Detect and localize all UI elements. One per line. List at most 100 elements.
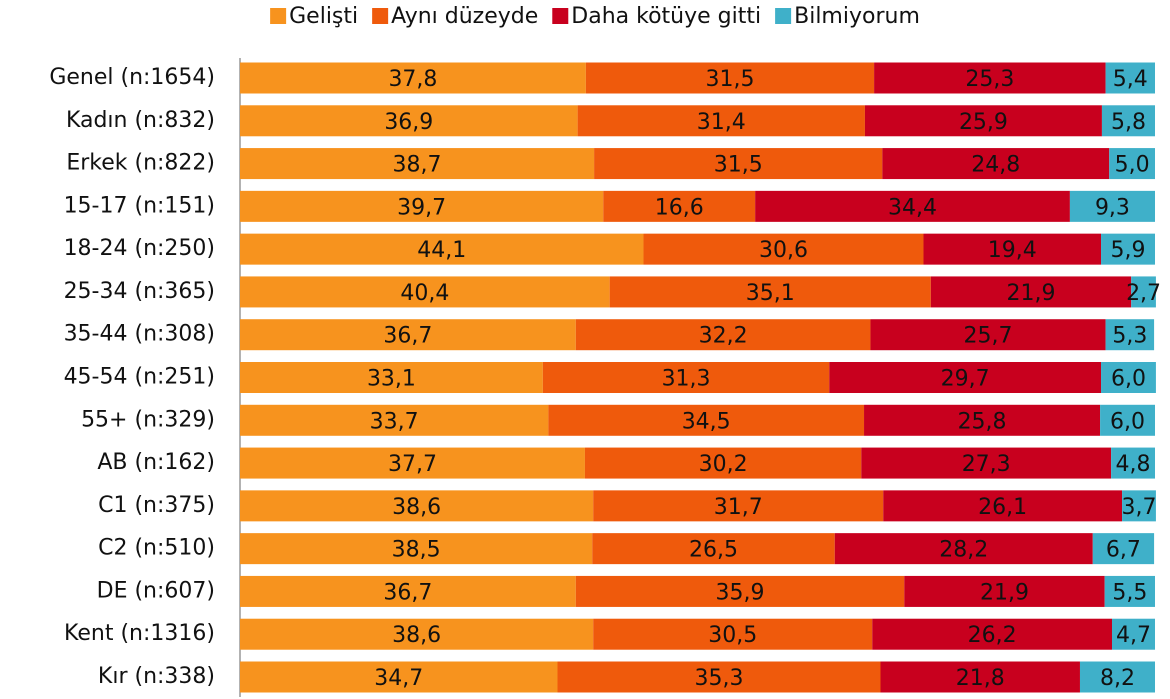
bar-segment [240,533,593,565]
data-label: 35,1 [746,281,795,306]
y-tick-label: Kadın (n:832) [66,108,215,133]
data-label: 36,9 [384,110,433,135]
bar-segment [542,362,830,393]
data-label: 37,7 [388,452,437,477]
data-label: 38,6 [392,623,441,648]
bar-segment [861,447,1112,479]
data-label: 5,4 [1113,67,1148,92]
bar-segment [609,276,931,308]
data-label: 33,7 [370,409,419,434]
bar-segment [874,62,1106,94]
data-label: 36,7 [383,324,432,349]
data-label: 8,2 [1100,666,1135,691]
y-tick-label: C1 (n:375) [98,493,215,518]
bar-segment [755,190,1070,222]
data-label: 40,4 [400,281,449,306]
data-label: 5,9 [1111,238,1146,263]
y-tick-label: DE (n:607) [97,578,215,603]
bar-segment [240,618,594,650]
data-label: 27,3 [962,452,1011,477]
data-label: 39,7 [397,195,446,220]
data-label: 30,6 [759,238,808,263]
bar-segment [593,618,873,650]
data-label: 36,7 [383,580,432,605]
data-label: 5,5 [1112,580,1147,605]
bar-segment [240,148,595,180]
bar-segment [240,62,586,94]
data-label: 5,0 [1115,153,1150,178]
data-label: 33,1 [367,367,416,392]
data-label: 25,9 [959,110,1008,135]
bar-segment [584,447,862,479]
bar-segment [575,575,905,607]
data-label: 35,3 [695,666,744,691]
data-label: 21,9 [1007,281,1056,306]
data-label: 25,8 [958,409,1007,434]
legend-swatch [775,8,792,24]
bar-segment [882,148,1110,180]
data-label: 34,5 [682,409,731,434]
data-label: 31,7 [714,495,763,520]
bar-segment [557,661,881,693]
data-label: 31,5 [705,67,754,92]
data-label: 2,7 [1126,281,1161,306]
legend-label: Gelişti [289,4,358,29]
bar-segment [577,105,865,137]
bar-segment [1092,533,1155,565]
y-tick-label: AB (n:162) [97,450,215,475]
bar-segment [1104,575,1155,607]
bar-segment [240,661,558,693]
legend-swatch [270,8,287,24]
bar-segment [575,319,871,351]
bar-segment [592,533,835,565]
bar-segment [864,105,1102,137]
bar-segment [883,490,1123,522]
bar-segment [1109,148,1155,180]
bar-segment [1100,404,1155,436]
y-tick-label: 15-17 (n:151) [64,193,215,218]
bar-segment [930,276,1132,308]
legend-swatch [372,8,389,24]
data-label: 34,7 [374,666,423,691]
data-label: 25,3 [965,67,1014,92]
y-tick-label: 18-24 (n:250) [64,236,215,261]
bar-segment [643,233,924,265]
bar-segment [240,362,543,393]
bar-segment [1069,190,1155,222]
data-label: 6,0 [1111,367,1146,392]
data-label: 21,9 [980,580,1029,605]
bar-segment [240,575,576,607]
data-label: 35,9 [716,580,765,605]
data-label: 34,4 [888,195,937,220]
data-label: 24,8 [971,153,1020,178]
bar-segment [1101,105,1155,137]
data-label: 16,6 [655,195,704,220]
bar-segment [240,190,604,222]
y-tick-label: 35-44 (n:308) [64,322,215,347]
bar-segment [594,148,883,180]
y-tick-label: 55+ (n:329) [81,407,215,432]
bar-segment [870,319,1106,351]
bar-segment [240,404,549,436]
data-label: 31,4 [697,110,746,135]
bar-segment [1122,490,1156,522]
bar-segment [1105,62,1155,94]
bar-segment [834,533,1093,565]
bar-segment [240,319,576,351]
data-label: 25,7 [964,324,1013,349]
data-label: 38,5 [392,538,441,563]
data-label: 19,4 [988,238,1037,263]
bar-segment [1105,319,1155,351]
bar-segment [1101,362,1156,393]
data-label: 30,5 [708,623,757,648]
legend-swatch [552,8,569,24]
y-tick-label: Kent (n:1316) [64,621,215,646]
y-tick-label: Kır (n:338) [98,664,215,689]
bar-segment [240,490,594,522]
data-label: 3,7 [1121,495,1156,520]
data-label: 21,8 [956,666,1005,691]
y-tick-label: Genel (n:1654) [49,65,215,90]
data-label: 5,8 [1111,110,1146,135]
data-label: 26,1 [978,495,1027,520]
